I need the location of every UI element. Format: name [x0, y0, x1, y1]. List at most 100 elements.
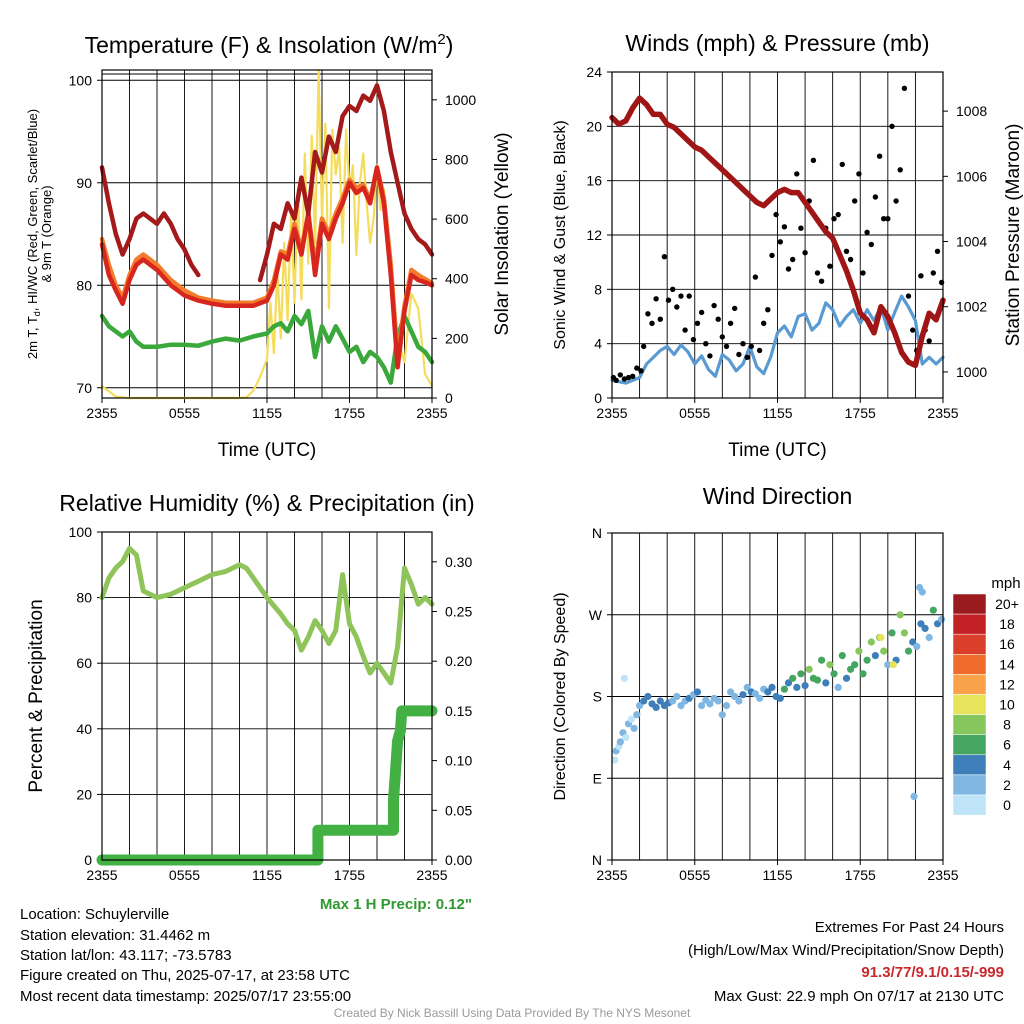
winds-gust-point: [744, 354, 750, 360]
winddir-point: [801, 682, 809, 690]
winds-gust-point: [670, 286, 676, 292]
winds-gust-point: [736, 351, 742, 358]
winds-gust-point: [653, 296, 659, 302]
winds-gust-point: [885, 216, 891, 222]
winds-xtick-label: 2355: [927, 405, 958, 421]
winds-xtick-label: 0555: [679, 405, 710, 421]
winds-xlabel: Time (UTC): [728, 440, 827, 461]
winds-y2label: Station Pressure (Maroon): [1003, 124, 1024, 347]
winds-gust-point: [930, 270, 936, 276]
winddir-point: [693, 688, 702, 696]
winds-gust-point: [727, 320, 734, 326]
temperature-xlabel: Time (UTC): [218, 440, 317, 461]
winds-xtick-label: 1755: [845, 405, 876, 421]
winds-gust-point: [794, 171, 800, 177]
winds-gust-point: [876, 153, 883, 159]
humidity-y2tick-label: 0.15: [445, 703, 472, 719]
wind-direction-xtick-label: 2355: [927, 867, 958, 883]
winds-gust-point: [934, 248, 941, 254]
winds-gust-point: [665, 297, 672, 303]
winddir-point: [904, 647, 913, 655]
humidity-y2tick-label: 0.00: [445, 852, 472, 868]
winds-gust-point: [769, 252, 775, 259]
winddir-legend-label: 18: [999, 616, 1015, 632]
wind-direction-ytick-label: S: [593, 689, 602, 705]
temperature-ylabel-line2: & 9m T (Orange): [39, 185, 54, 282]
winds-gust-point: [897, 167, 903, 173]
winds-gust-point: [621, 376, 628, 382]
winddir-legend-title: mph: [991, 575, 1020, 592]
winds-gust-point: [847, 256, 854, 263]
winddir-ylabel: Direction (Colored By Speed): [552, 592, 569, 800]
humidity-ytick-label: 80: [76, 590, 92, 606]
winddir-point: [633, 711, 641, 719]
winddir-legend-swatch: [952, 714, 987, 735]
humidity-ytick-label: 100: [69, 524, 93, 540]
winddir-point: [867, 638, 875, 646]
temperature-y2label: Solar Insolation (Yellow): [492, 132, 513, 335]
winddir-point: [677, 702, 685, 710]
temperature-xtick-label: 2355: [416, 405, 447, 421]
recent-data-text: Most recent data timestamp: 2025/07/17 2…: [20, 988, 352, 1005]
winddir-point: [751, 690, 760, 698]
winddir-legend-swatch: [952, 794, 987, 816]
winds-y2tick-label: 1000: [956, 364, 987, 380]
wind-direction-ytick-label: N: [592, 852, 602, 868]
humidity-y2tick-label: 0.20: [445, 653, 472, 669]
created-text: Figure created on Thu, 2025-07-17, at 23…: [20, 967, 350, 984]
humidity-ytick-label: 40: [76, 721, 92, 737]
temperature-xtick-label: 0555: [169, 405, 200, 421]
humidity-y2tick-label: 0.30: [445, 554, 472, 570]
extremes-subtitle: (High/Low/Max Wind/Precipitation/Snow De…: [688, 942, 1004, 959]
temperature-y2tick-label: 1000: [445, 92, 476, 108]
winds-gust-point: [893, 198, 899, 204]
winds-gust-point: [613, 377, 619, 383]
winddir-point: [768, 683, 776, 692]
winddir-point: [636, 702, 644, 710]
winddir-point: [739, 691, 747, 699]
winddir-point: [877, 633, 885, 642]
humidity-ytick-label: 0: [84, 852, 92, 868]
winds-y2tick-label: 1002: [956, 299, 987, 315]
winds-gust-point: [661, 254, 668, 260]
winddir-point: [673, 692, 681, 701]
winds-gust-point: [810, 157, 817, 163]
humidity-xtick-label: 2355: [416, 867, 447, 883]
humidity-y2tick-label: 0.05: [445, 802, 472, 818]
winddir-point: [789, 674, 797, 682]
winds-gust-point: [732, 305, 738, 312]
winddir-point: [797, 670, 805, 678]
humidity-y2tick-label: 0.25: [445, 604, 472, 620]
temperature-ytick-label: 70: [76, 380, 92, 396]
winddir-point: [855, 647, 863, 655]
winds-gust-point: [638, 368, 644, 374]
winds-gust-point: [773, 211, 779, 218]
winddir-point: [889, 661, 897, 669]
winds-ytick-label: 20: [586, 118, 602, 134]
winddir-point: [627, 715, 635, 723]
winds-gust-point: [852, 198, 858, 204]
winddir-point: [656, 697, 664, 705]
winds-gust-point: [711, 302, 717, 309]
elevation-text: Station elevation: 31.4462 m: [20, 927, 211, 944]
winddir-point: [847, 665, 855, 673]
temperature-xtick-label: 1155: [252, 405, 282, 421]
winddir-point: [630, 724, 638, 732]
winds-gust-point: [694, 320, 701, 326]
winddir-point: [644, 692, 652, 701]
latlon-text: Station lat/lon: 43.117; -73.5783: [20, 947, 232, 964]
winds-ytick-label: 24: [586, 64, 602, 80]
winds-gust-point: [752, 274, 759, 280]
winds-gust-point: [649, 320, 655, 326]
winds-plot-border: [611, 71, 944, 399]
winds-ytick-label: 0: [594, 390, 602, 406]
winds-gust-point: [802, 250, 808, 256]
winddir-legend-label: 12: [999, 676, 1015, 692]
temperature-ylabel: 2m T, Td, HI/WC (Red, Green, Scarlet/Blu…: [25, 109, 42, 359]
credit-text: Created By Nick Bassill Using Data Provi…: [333, 1006, 691, 1020]
winddir-point: [780, 685, 789, 693]
winds-gust-point: [765, 307, 771, 313]
winds-xtick-label: 1155: [762, 405, 792, 421]
winddir-point: [918, 588, 926, 596]
wind-direction-xtick-label: 0555: [679, 867, 710, 883]
